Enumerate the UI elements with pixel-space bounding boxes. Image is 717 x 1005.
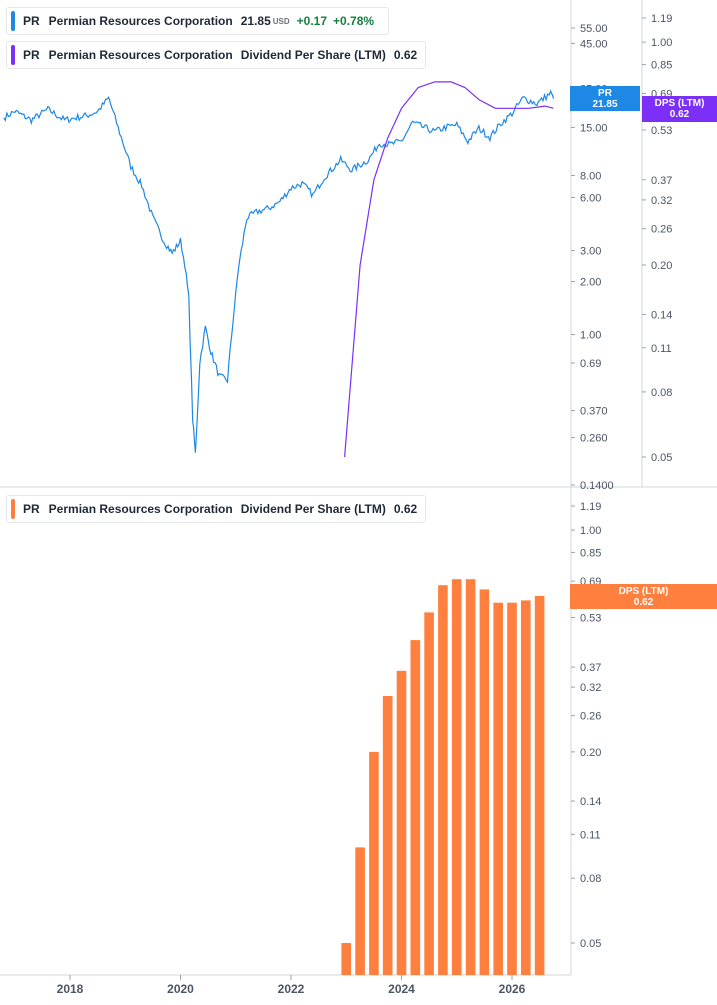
dps-axis-tick-label: 0.14 xyxy=(651,309,672,321)
dps-bar-axis-tick-label: 0.05 xyxy=(580,938,601,950)
dps-bar xyxy=(521,600,531,975)
price-axis-tick-label: 0.260 xyxy=(580,433,608,445)
dps-bar xyxy=(507,602,517,975)
dps-bottom-tag-value: 0.62 xyxy=(633,596,654,608)
price-axis-tick-label: 0.370 xyxy=(580,406,608,418)
dps-axis-tick-label: 0.32 xyxy=(651,195,672,207)
dps-bar xyxy=(341,943,351,975)
price-series-line xyxy=(3,89,554,453)
dps-axis-tick-label: 1.00 xyxy=(651,37,672,49)
dps-bar-axis-tick-label: 1.00 xyxy=(580,525,601,537)
legend-currency: USD xyxy=(272,16,290,26)
dps-bar-axis-tick-label: 0.32 xyxy=(580,682,601,694)
price-axis-tick-label: 8.00 xyxy=(580,170,601,182)
dps-axis-tick-label: 0.53 xyxy=(651,125,672,137)
dps-axis-tick-label: 0.37 xyxy=(651,175,672,187)
legend-price-value: 21.85 xyxy=(240,14,271,28)
dps-tag-value: 0.62 xyxy=(669,109,690,120)
dps-bar xyxy=(396,670,407,975)
dps-bar xyxy=(534,595,545,975)
price-axis-tick-label: 15.00 xyxy=(580,122,608,134)
legend-dps-bottom[interactable]: PR Permian Resources Corporation Dividen… xyxy=(6,495,427,523)
dps-bar-axis-tick-label: 0.14 xyxy=(580,796,601,808)
dps-bar xyxy=(424,612,434,975)
dps-bar xyxy=(355,847,365,975)
price-tag: PR 21.85 xyxy=(570,86,640,111)
dps-axis-tick-label: 0.20 xyxy=(651,260,672,272)
series-color-swatch xyxy=(11,11,15,31)
legend-metric-value: 0.62 xyxy=(393,502,418,516)
legend-metric: Dividend Per Share (LTM) xyxy=(240,48,386,62)
legend-company-name: Permian Resources Corporation xyxy=(48,14,233,28)
legend-change: +0.17 xyxy=(296,14,328,28)
price-axis-tick-label: 2.00 xyxy=(580,277,601,289)
dps-bottom-tag-label: DPS (LTM) xyxy=(618,585,669,597)
legend-metric: Dividend Per Share (LTM) xyxy=(240,502,386,516)
dps-tag-label: DPS (LTM) xyxy=(654,98,705,109)
dps-bottom-tag: DPS (LTM) 0.62 xyxy=(570,584,717,609)
dps-axis-tick-label: 0.05 xyxy=(651,452,672,464)
legend-change-pct: +0.78% xyxy=(333,14,375,28)
dps-bar xyxy=(382,696,393,975)
dps-bar-axis-tick-label: 0.85 xyxy=(580,547,601,559)
dps-bar-axis-tick-label: 0.26 xyxy=(580,711,601,723)
dps-axis-tick-label: 0.11 xyxy=(651,343,672,355)
x-axis-tick-label: 2022 xyxy=(278,982,305,996)
dps-bar xyxy=(479,589,490,975)
dps-bar-axis-tick-label: 0.11 xyxy=(580,829,601,841)
dps-bar xyxy=(451,579,462,975)
dps-bar-axis-tick-label: 0.53 xyxy=(580,613,601,625)
price-axis-tick-label: 0.69 xyxy=(580,358,601,370)
x-axis-tick-label: 2026 xyxy=(499,982,526,996)
price-axis-tick-label: 3.00 xyxy=(580,246,601,258)
dps-axis-tick-label: 0.26 xyxy=(651,224,672,236)
legend-dps-top[interactable]: PR Permian Resources Corporation Dividen… xyxy=(6,41,427,69)
legend-company-name: Permian Resources Corporation xyxy=(48,502,233,516)
x-axis-tick-label: 2024 xyxy=(388,982,415,996)
dps-bar xyxy=(438,585,448,975)
legend-ticker: PR xyxy=(23,502,40,516)
dps-bar-axis-tick-label: 0.08 xyxy=(580,873,601,885)
price-axis-tick-label: 6.00 xyxy=(580,193,601,205)
dps-axis-tick-label: 0.08 xyxy=(651,387,672,399)
x-axis-tick-label: 2020 xyxy=(167,982,194,996)
legend-ticker: PR xyxy=(23,14,40,28)
dps-bar-axis-tick-label: 1.19 xyxy=(580,501,601,513)
legend-ticker: PR xyxy=(23,48,40,62)
dps-bar-axis-tick-label: 0.37 xyxy=(580,662,601,674)
dps-bar-axis-tick-label: 0.20 xyxy=(580,747,601,759)
series-color-swatch xyxy=(11,499,15,519)
price-axis-tick-label: 0.1400 xyxy=(580,480,614,492)
dps-tag: DPS (LTM) 0.62 xyxy=(642,96,717,122)
dps-bar xyxy=(410,640,421,975)
dps-bar xyxy=(369,751,379,975)
price-axis-tick-label: 55.00 xyxy=(580,23,608,35)
series-color-swatch xyxy=(11,45,15,65)
dps-series-line xyxy=(344,81,554,458)
dps-bar xyxy=(465,579,476,975)
dps-bar xyxy=(493,602,503,975)
price-axis-tick-label: 1.00 xyxy=(580,330,601,342)
legend-company-name: Permian Resources Corporation xyxy=(48,48,233,62)
price-tag-label: PR xyxy=(598,87,612,99)
legend-price[interactable]: PR Permian Resources Corporation 21.85 U… xyxy=(6,7,390,35)
price-axis-tick-label: 45.00 xyxy=(580,38,608,50)
x-axis-tick-label: 2018 xyxy=(57,982,84,996)
dps-axis-tick-label: 0.85 xyxy=(651,60,672,72)
price-tag-value: 21.85 xyxy=(592,98,618,110)
legend-metric-value: 0.62 xyxy=(393,48,418,62)
dps-axis-tick-label: 1.19 xyxy=(651,13,672,25)
